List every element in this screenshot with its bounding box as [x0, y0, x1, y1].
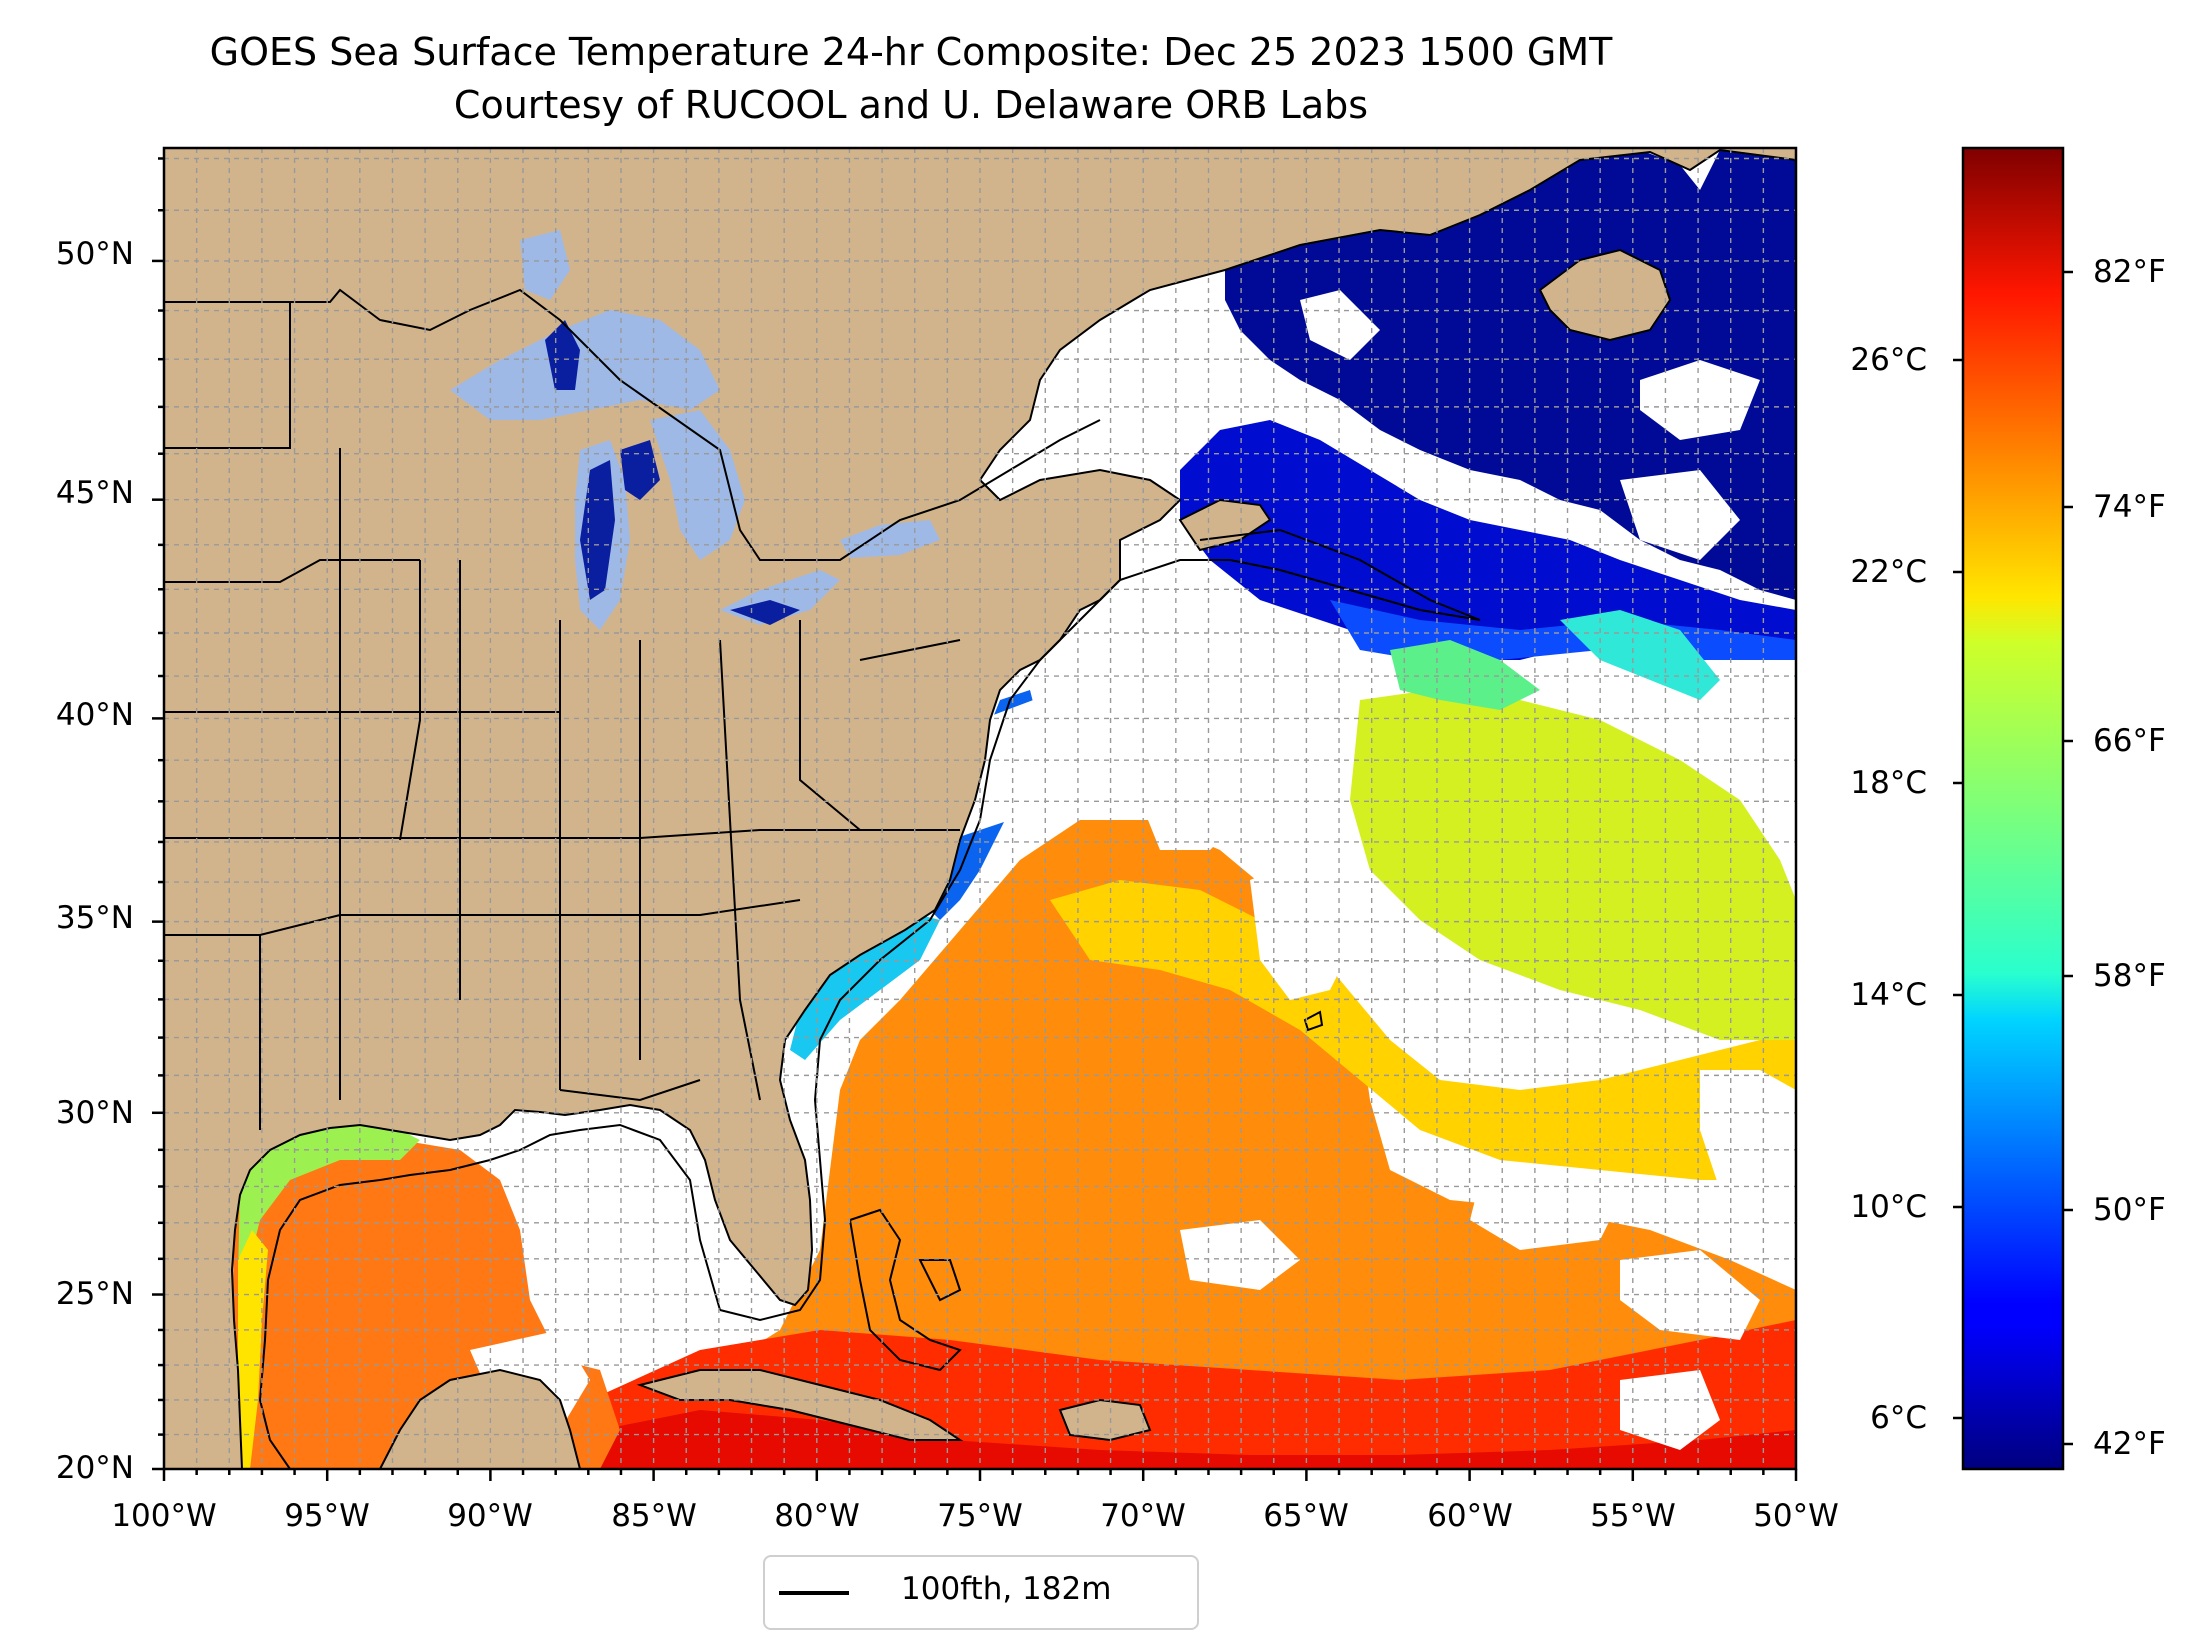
lat-tick-label: 30°N [55, 1095, 134, 1131]
us-canada-border [164, 288, 1101, 561]
sst-yellow-green-band [1350, 690, 1796, 1040]
sst-cold-shelf [1180, 420, 1796, 660]
lat-tick-label: 25°N [55, 1276, 134, 1312]
lat-tick-label: 40°N [55, 697, 134, 733]
cloud-gap [1470, 1170, 1620, 1250]
cloud-gap [1180, 1220, 1300, 1290]
sst-carolina-coastal [790, 910, 940, 1060]
colorbar [1961, 146, 2065, 1471]
lake-cold-spot [545, 320, 580, 390]
colorbar-fahrenheit-label: 50°F [2093, 1192, 2166, 1228]
political-boundaries [164, 288, 1101, 1130]
legend: 100fth, 182m [763, 1555, 1199, 1630]
lon-tick-label: 95°W [284, 1498, 370, 1534]
gridlines [164, 148, 1796, 1469]
great-lakes [450, 230, 940, 630]
state-border [164, 559, 420, 583]
legend-label: 100fth, 182m [901, 1571, 1112, 1607]
map-subtitle: Courtesy of RUCOOL and U. Delaware ORB L… [453, 83, 1369, 127]
lon-tick-label: 80°W [774, 1498, 860, 1534]
lon-tick-label: 50°W [1753, 1498, 1839, 1534]
sst-gulf-stream-warm [590, 820, 1796, 1469]
colorbar-celsius-label: 22°C [1850, 554, 1927, 590]
colorbar-celsius-label: 26°C [1850, 342, 1927, 378]
lon-tick-label: 90°W [447, 1498, 533, 1534]
colorbar-fahrenheit-label: 42°F [2093, 1426, 2166, 1462]
lon-tick-label: 85°W [611, 1498, 697, 1534]
lat-tick-label: 45°N [55, 475, 134, 511]
state-border [164, 302, 291, 449]
colorbar-ticks [1953, 270, 2073, 1446]
lon-tick-label: 70°W [1100, 1498, 1186, 1534]
lon-tick-label: 100°W [111, 1498, 217, 1534]
hispaniola-land [1058, 1398, 1152, 1442]
newfoundland-land [1538, 248, 1672, 342]
lake-superior [450, 310, 720, 420]
cloud-gap [1250, 860, 1360, 1000]
cloud-gap [1300, 290, 1380, 360]
state-border [799, 620, 861, 831]
yucatan-land [378, 1368, 582, 1469]
cloud-gap [1640, 360, 1760, 440]
lon-tick-label: 55°W [1590, 1498, 1676, 1534]
map-title: GOES Sea Surface Temperature 24-hr Compo… [209, 30, 1613, 74]
lat-tick-label: 35°N [55, 900, 134, 936]
colorbar-celsius-label: 14°C [1850, 977, 1927, 1013]
lake-cold-spots [545, 320, 800, 625]
lat-tick-label: 20°N [55, 1450, 134, 1486]
lake-cold-spot [620, 440, 660, 500]
lake-cold-spot [580, 460, 615, 600]
cloud-gap [1620, 1370, 1720, 1450]
sst-gulf-shelf-green [238, 1120, 420, 1280]
cloud-gap [910, 670, 1360, 840]
colorbar-celsius-label: 10°C [1850, 1189, 1927, 1225]
lat-tick-label: 50°N [55, 236, 134, 272]
sst-subtropical-yellow [1050, 880, 1796, 1180]
sst-gulf-shelf-yellow [238, 1230, 268, 1469]
nova-scotia-land [1178, 498, 1272, 552]
cloud-gap [1700, 1070, 1796, 1210]
lake-cold-spot [730, 600, 800, 625]
colorbar-celsius-label: 18°C [1850, 765, 1927, 801]
colorbar-fahrenheit-label: 66°F [2093, 723, 2166, 759]
sst-deep-red [600, 1410, 1796, 1469]
isobath-bahamas-east [918, 1259, 962, 1302]
axis-ticks [152, 157, 1798, 1481]
cloud-gap [1140, 790, 1240, 850]
state-border [559, 1079, 701, 1102]
isobath-100fth [258, 528, 1481, 1469]
colorbar-fahrenheit-label: 82°F [2093, 254, 2166, 290]
state-border [399, 560, 421, 841]
isobath-atlantic [719, 528, 1481, 1322]
colorbar-celsius-label: 6°C [1870, 1400, 1927, 1436]
colorbar-fahrenheit-label: 74°F [2093, 489, 2166, 525]
cuba-land [636, 1369, 964, 1441]
map-area [164, 148, 1796, 1469]
lon-tick-label: 75°W [937, 1498, 1023, 1534]
cloud-gap [1620, 1250, 1760, 1340]
colorbar-fahrenheit-label: 58°F [2093, 958, 2166, 994]
lake-winnipeg-area [520, 230, 570, 300]
lon-tick-label: 60°W [1427, 1498, 1513, 1534]
lake-huron [650, 410, 745, 560]
cloud-gap [1620, 470, 1740, 560]
isobath-small-island [1303, 1010, 1324, 1032]
state-border [859, 639, 961, 661]
legend-line-swatch [779, 1591, 849, 1595]
isobath-bahamas [848, 1208, 962, 1372]
lon-tick-label: 65°W [1263, 1498, 1349, 1534]
